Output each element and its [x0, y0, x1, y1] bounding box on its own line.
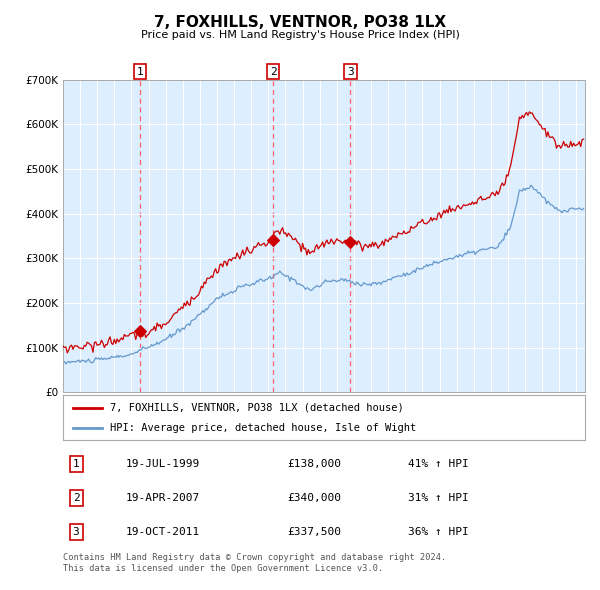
Text: 2021: 2021	[508, 400, 517, 421]
Text: 7, FOXHILLS, VENTNOR, PO38 1LX: 7, FOXHILLS, VENTNOR, PO38 1LX	[154, 15, 446, 30]
Text: HPI: Average price, detached house, Isle of Wight: HPI: Average price, detached house, Isle…	[110, 424, 416, 434]
Text: 2018: 2018	[457, 400, 466, 421]
Text: 31% ↑ HPI: 31% ↑ HPI	[407, 493, 468, 503]
Text: 1996: 1996	[80, 400, 89, 421]
Text: 2022: 2022	[525, 400, 534, 421]
Text: 41% ↑ HPI: 41% ↑ HPI	[407, 459, 468, 468]
Text: 3: 3	[73, 527, 79, 537]
Point	[345, 237, 355, 246]
Text: £337,500: £337,500	[287, 527, 341, 537]
Text: 1: 1	[73, 459, 79, 468]
Text: 2020: 2020	[491, 400, 500, 421]
Text: £340,000: £340,000	[287, 493, 341, 503]
Text: 2011: 2011	[337, 400, 346, 421]
Text: 2010: 2010	[320, 400, 329, 421]
Text: 36% ↑ HPI: 36% ↑ HPI	[407, 527, 468, 537]
Text: 2002: 2002	[183, 400, 192, 421]
Text: 2015: 2015	[405, 400, 414, 421]
Text: Price paid vs. HM Land Registry's House Price Index (HPI): Price paid vs. HM Land Registry's House …	[140, 30, 460, 40]
Text: 2006: 2006	[251, 400, 260, 421]
Text: 19-APR-2007: 19-APR-2007	[125, 493, 200, 503]
Text: Contains HM Land Registry data © Crown copyright and database right 2024.
This d: Contains HM Land Registry data © Crown c…	[63, 553, 446, 573]
Text: 3: 3	[347, 67, 354, 77]
Text: 2013: 2013	[371, 400, 380, 421]
Text: 2012: 2012	[354, 400, 363, 421]
Text: 2005: 2005	[234, 400, 243, 421]
Text: 1995: 1995	[63, 400, 72, 421]
Text: 2025: 2025	[577, 400, 586, 421]
Text: 7, FOXHILLS, VENTNOR, PO38 1LX (detached house): 7, FOXHILLS, VENTNOR, PO38 1LX (detached…	[110, 403, 404, 412]
Text: 2007: 2007	[268, 400, 277, 421]
Text: 2: 2	[270, 67, 277, 77]
Text: 2000: 2000	[149, 400, 158, 421]
Text: 19-OCT-2011: 19-OCT-2011	[125, 527, 200, 537]
Text: 2004: 2004	[217, 400, 226, 421]
Text: 2019: 2019	[474, 400, 483, 421]
Text: 2003: 2003	[200, 400, 209, 421]
Text: 2017: 2017	[440, 400, 449, 421]
Text: 2001: 2001	[166, 400, 175, 421]
Text: 2023: 2023	[542, 400, 551, 421]
Text: 1997: 1997	[97, 400, 106, 421]
Point	[268, 236, 277, 245]
Point	[135, 326, 145, 336]
Text: 1999: 1999	[131, 400, 140, 421]
Text: 2009: 2009	[302, 400, 311, 421]
Text: 1998: 1998	[115, 400, 124, 421]
Text: 1: 1	[137, 67, 143, 77]
Text: 2016: 2016	[422, 400, 431, 421]
Text: 2024: 2024	[559, 400, 568, 421]
Text: 2008: 2008	[286, 400, 295, 421]
Text: 2: 2	[73, 493, 79, 503]
Text: £138,000: £138,000	[287, 459, 341, 468]
Text: 2014: 2014	[388, 400, 397, 421]
Text: 19-JUL-1999: 19-JUL-1999	[125, 459, 200, 468]
